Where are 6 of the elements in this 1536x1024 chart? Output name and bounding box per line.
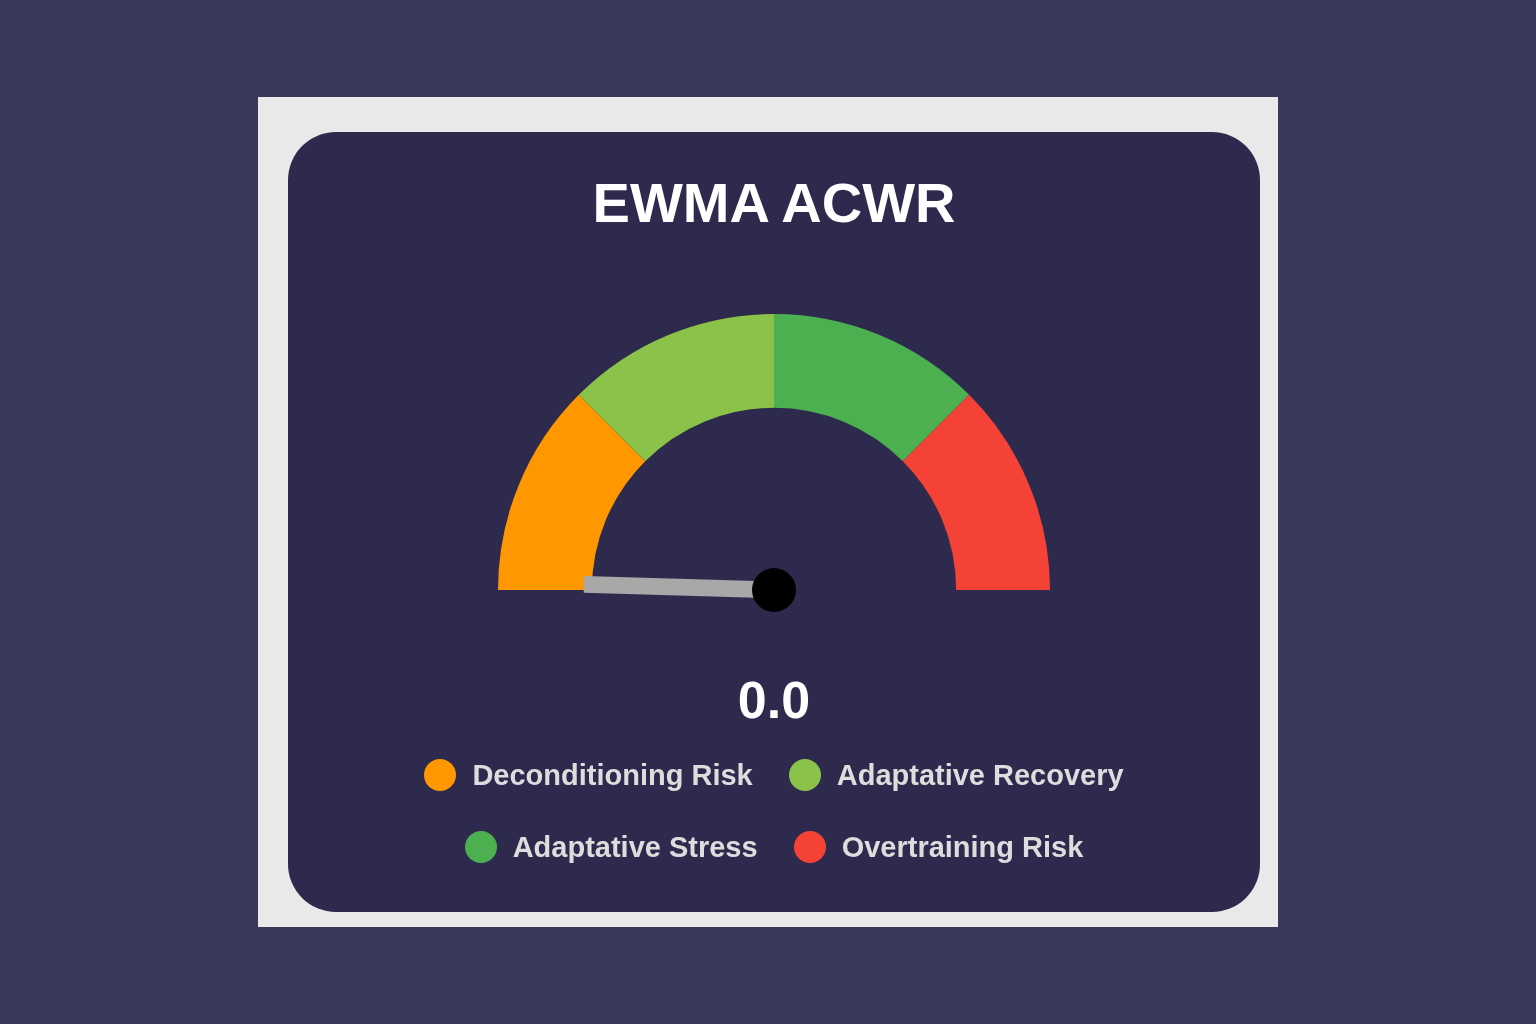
legend-label: Deconditioning Risk <box>472 758 753 793</box>
legend-label: Adaptative Recovery <box>836 758 1124 793</box>
text: 0.0 <box>736 670 812 730</box>
legend-label: Overtraining Risk <box>841 830 1084 865</box>
chart-title: EWMA ACWR <box>591 170 957 236</box>
legend-label: Adaptative Stress <box>512 830 758 865</box>
